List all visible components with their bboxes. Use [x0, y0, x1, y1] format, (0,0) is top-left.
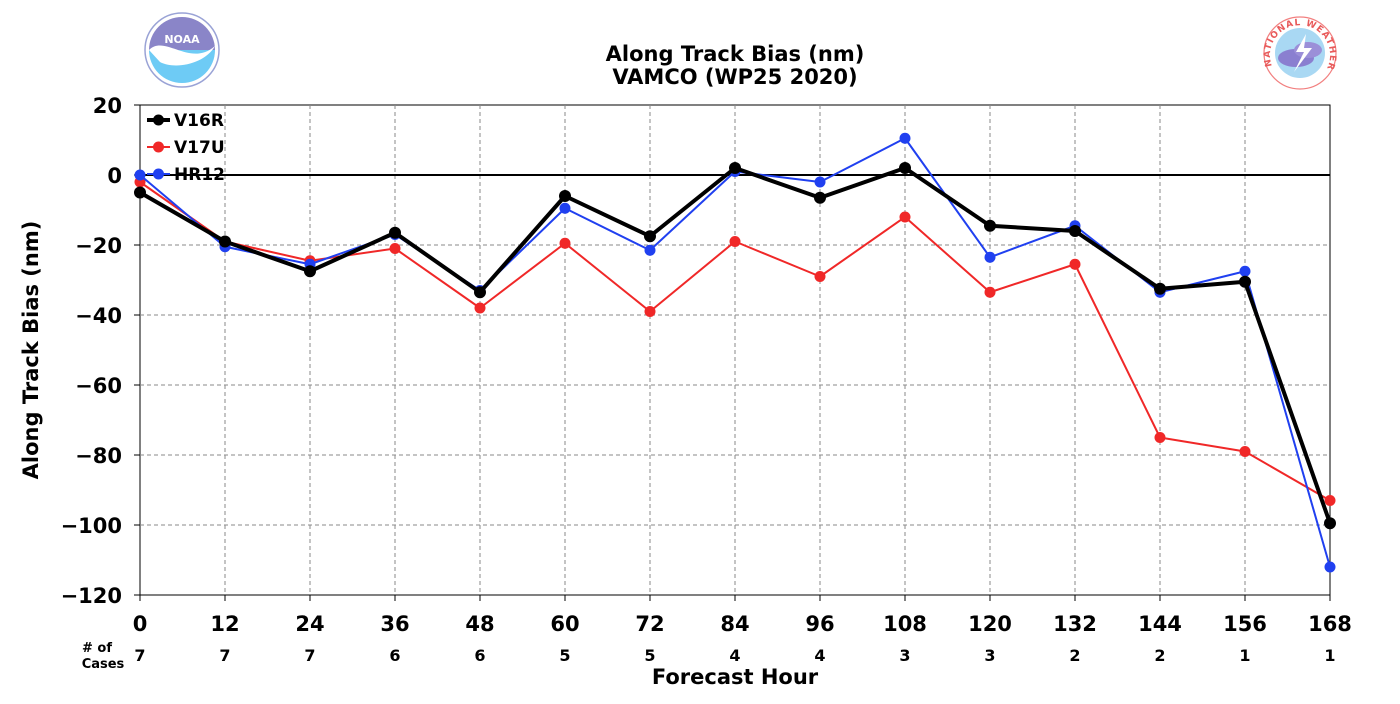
y-axis-ticks: 20 0 −20 −40 −60 −80 −100 −120: [61, 94, 140, 608]
data-point-v16r: [644, 230, 656, 243]
legend-item-v17u: V17U: [147, 138, 225, 158]
data-point-v16r: [1324, 517, 1336, 530]
data-point-v16r: [814, 191, 826, 204]
y-tick-label: −20: [75, 234, 122, 258]
y-tick-label: −60: [75, 374, 122, 398]
cases-count: 6: [389, 646, 400, 665]
cases-count: 7: [219, 646, 230, 665]
cases-count: 1: [1324, 646, 1335, 665]
legend-label: V16R: [174, 111, 224, 131]
cases-count: 2: [1069, 646, 1080, 665]
data-point-v17u: [984, 286, 996, 298]
legend-swatch-marker: [153, 141, 164, 153]
cases-count: 1: [1239, 646, 1250, 665]
chart-subtitle: VAMCO (WP25 2020): [612, 65, 857, 89]
y-tick-label: −120: [61, 584, 122, 608]
cases-count: 4: [729, 646, 740, 665]
legend-swatch-marker: [153, 168, 164, 180]
data-point-hr12: [644, 244, 656, 256]
data-point-v16r: [729, 162, 741, 174]
data-point-hr12: [134, 169, 146, 181]
data-point-v17u: [474, 302, 486, 314]
y-tick-label: 20: [93, 94, 122, 118]
data-point-v16r: [389, 226, 401, 239]
cases-count: 3: [984, 646, 995, 665]
y-axis-label: Along Track Bias (nm): [19, 221, 43, 480]
data-point-v17u: [389, 243, 401, 254]
cases-count: 7: [134, 646, 145, 665]
data-point-hr12: [814, 176, 826, 188]
legend-item-v16r: V16R: [147, 111, 224, 131]
x-tick-label: 48: [465, 612, 494, 636]
y-tick-label: −100: [61, 514, 122, 538]
data-point-hr12: [559, 202, 571, 214]
y-tick-label: −80: [75, 444, 122, 468]
cases-count: 5: [644, 646, 655, 665]
grid: [140, 105, 1330, 595]
series-v16r: [134, 162, 1336, 530]
x-axis-ticks: 0 12 24 36 48 60 72 84 96 108 120 132 144 156 168: [133, 595, 1352, 636]
legend: V16R V17U HR12: [147, 111, 225, 185]
series: [134, 132, 1336, 573]
x-tick-label: 24: [295, 612, 324, 636]
cases-row: 7 7 7 6 6 5 5 4 4 3 3 2 2 1 1: [134, 646, 1335, 665]
data-point-v16r: [559, 190, 571, 202]
data-point-v17u: [729, 236, 741, 247]
x-tick-label: 84: [720, 612, 749, 636]
cases-count: 5: [559, 646, 570, 665]
data-point-v17u: [1069, 258, 1081, 270]
data-point-v16r: [304, 265, 316, 278]
data-point-v16r: [1154, 282, 1166, 295]
data-point-v17u: [1154, 432, 1166, 443]
data-point-v16r: [984, 219, 996, 232]
cases-count: 7: [304, 646, 315, 665]
data-point-v16r: [899, 162, 911, 174]
x-tick-label: 120: [968, 612, 1012, 636]
x-tick-label: 0: [133, 612, 148, 636]
data-point-hr12: [1239, 265, 1251, 277]
chart-title: Along Track Bias (nm): [606, 42, 865, 66]
data-point-v17u: [559, 237, 571, 249]
data-point-v17u: [814, 271, 826, 282]
data-point-v17u: [644, 306, 656, 317]
noaa-logo: NOAA: [144, 12, 220, 88]
legend-label: V17U: [174, 138, 225, 158]
cases-count: 6: [474, 646, 485, 665]
x-tick-label: 96: [805, 612, 834, 636]
x-tick-label: 156: [1223, 612, 1267, 636]
legend-label: HR12: [174, 165, 225, 185]
data-point-v17u: [1324, 495, 1336, 506]
x-axis-label: Forecast Hour: [652, 665, 819, 689]
cases-count: 4: [814, 646, 825, 665]
data-point-v16r: [134, 186, 146, 199]
x-tick-label: 60: [550, 612, 579, 636]
cases-header-line2: Cases: [82, 657, 125, 672]
x-tick-label: 144: [1138, 612, 1182, 636]
data-point-hr12: [984, 251, 996, 263]
cases-count: 3: [899, 646, 910, 665]
data-point-v17u: [1239, 446, 1251, 457]
data-point-hr12: [1324, 561, 1336, 573]
data-point-v16r: [1239, 275, 1251, 288]
data-point-v16r: [474, 286, 486, 299]
cases-header-line1: # of: [82, 641, 112, 656]
y-tick-label: −40: [75, 304, 122, 328]
legend-item-hr12: HR12: [147, 165, 225, 185]
data-point-v17u: [899, 211, 911, 223]
legend-swatch-marker: [153, 114, 164, 126]
noaa-logo-text: NOAA: [164, 33, 200, 46]
data-point-hr12: [899, 132, 911, 144]
data-point-v16r: [1069, 225, 1081, 237]
x-tick-label: 108: [883, 612, 927, 636]
data-point-v16r: [219, 235, 231, 248]
x-tick-label: 72: [635, 612, 664, 636]
x-tick-label: 12: [210, 612, 239, 636]
x-tick-label: 36: [380, 612, 409, 636]
x-tick-label: 132: [1053, 612, 1097, 636]
x-tick-label: 168: [1308, 612, 1352, 636]
y-tick-label: 0: [107, 164, 122, 188]
cases-count: 2: [1154, 646, 1165, 665]
